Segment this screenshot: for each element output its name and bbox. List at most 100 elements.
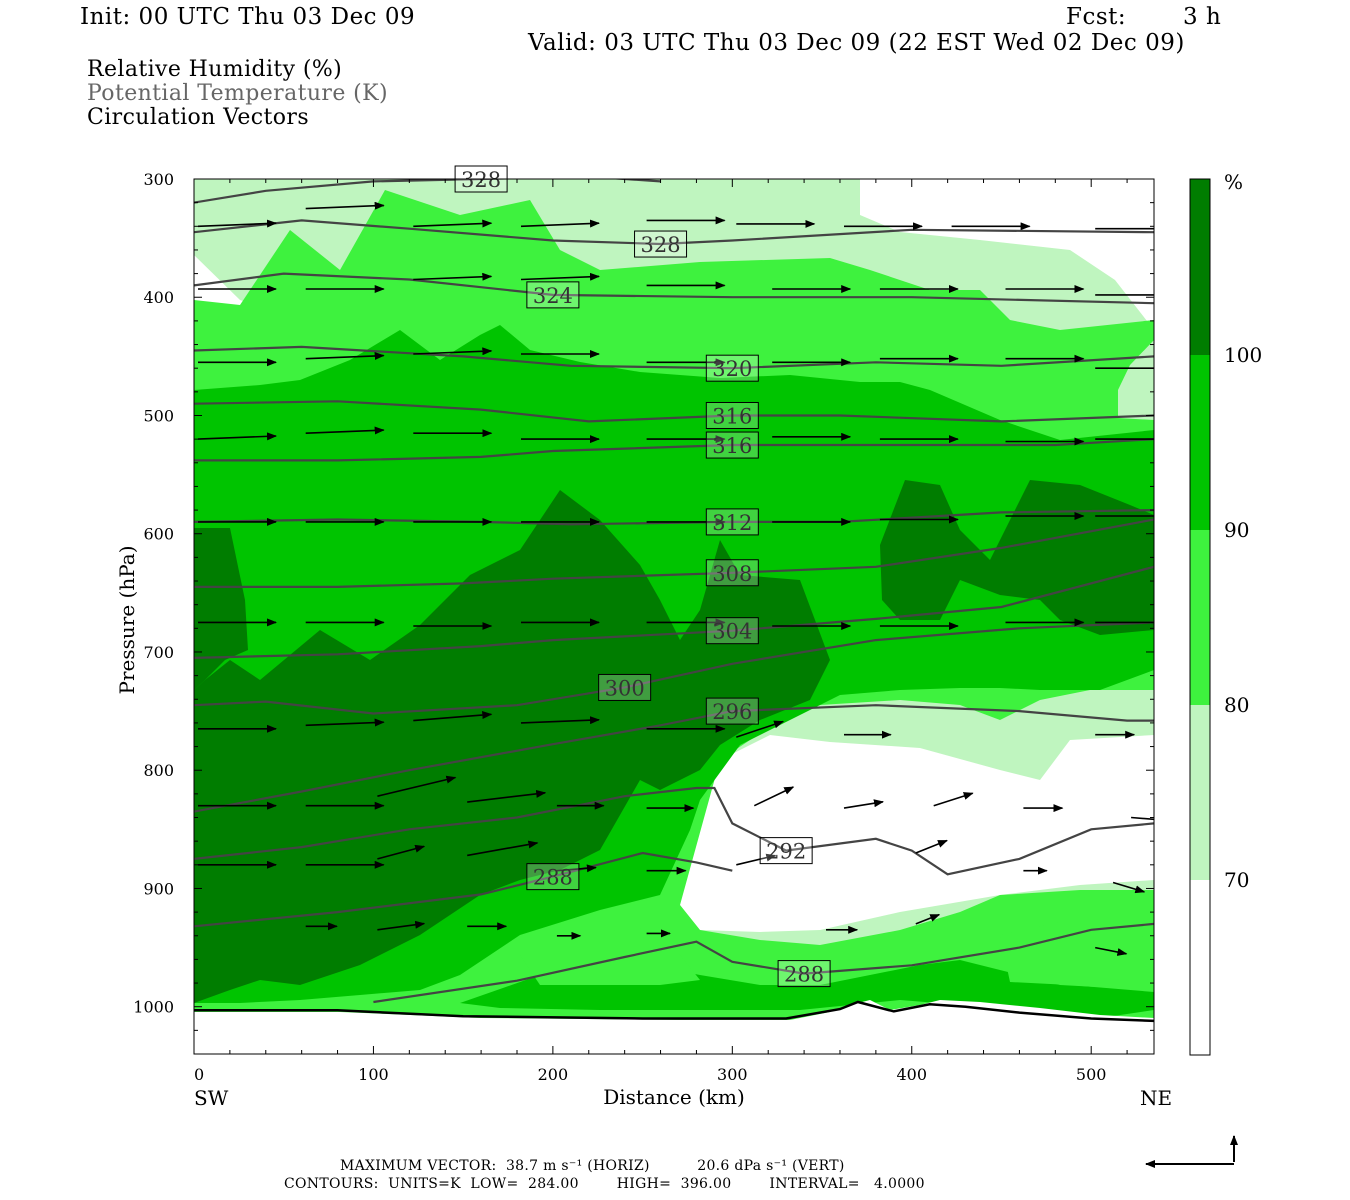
rh-clear-upper-left: [194, 255, 270, 310]
forecast-hour-label: Fcst:: [1066, 4, 1127, 30]
y-tick-label-800: 800: [143, 761, 174, 780]
colorbar-segment-100: [1190, 179, 1210, 355]
x-tick-label-0: 0: [194, 1065, 204, 1084]
ground-line: [194, 1000, 1154, 1023]
ground-below: [194, 1000, 1154, 1054]
y-tick-label-500: 500: [143, 406, 174, 425]
vector-3: [520, 219, 600, 228]
theta-contour-316-5: [194, 438, 1154, 462]
colorbar-segment-70-80: [1190, 705, 1210, 880]
colorbar-unit: %: [1224, 170, 1243, 194]
svg-text:324: 324: [533, 284, 573, 308]
vector-69: [843, 799, 884, 809]
svg-text:296: 296: [712, 700, 752, 724]
theta-label-296-10: 296: [705, 697, 759, 725]
y-tick-label-900: 900: [143, 879, 174, 898]
theta-contour-316-4: [194, 400, 1154, 423]
circulation-vectors: [197, 201, 1154, 956]
max-vector-summary: MAXIMUM VECTOR: 38.7 m s⁻¹ (HORIZ) 20.6 …: [340, 1158, 845, 1174]
svg-text:288: 288: [533, 866, 573, 890]
x-tick-label-100: 100: [358, 1065, 389, 1084]
colorbar-label-100: 100: [1224, 343, 1262, 367]
rh-clear-upper-right: [860, 179, 1154, 330]
plot-frame: [193, 178, 1155, 1055]
y-tick-label-700: 700: [143, 643, 174, 662]
vector-68: [753, 786, 795, 807]
forecast-hour-value: 3 h: [1183, 4, 1222, 30]
theta-label-308-7: 308: [705, 559, 759, 587]
theta-label-316-4: 316: [705, 401, 759, 429]
rh-shading: [194, 179, 1154, 1054]
vector-2: [413, 219, 493, 228]
theta-contour-328-0: [194, 179, 661, 204]
theta-label-328-1: 328: [634, 230, 688, 258]
field-rh-label: Relative Humidity (%): [87, 57, 343, 82]
vector-76: [467, 840, 539, 857]
vector-0: [197, 219, 277, 228]
theta-label-320-3: 320: [705, 354, 759, 382]
theta-label-300-9: 300: [598, 673, 652, 701]
colorbar-label-90: 90: [1224, 518, 1249, 542]
vector-65: [467, 789, 547, 803]
vector-90: [1095, 946, 1128, 956]
x-axis-right-end-label: NE: [1140, 1086, 1172, 1110]
theta-contour-300-9: [194, 621, 1154, 715]
rh-clear-lower-right: [680, 735, 1154, 932]
svg-text:328: 328: [640, 233, 680, 257]
theta-contours: [194, 179, 1154, 1004]
rh-band-100-left: [194, 528, 248, 690]
theta-label-292-11: 292: [759, 837, 813, 865]
theta-contour-292-11: [194, 786, 1154, 876]
theta-label-324-2: 324: [526, 281, 580, 309]
svg-text:304: 304: [712, 620, 752, 644]
vector-28: [305, 426, 385, 435]
svg-text:300: 300: [605, 676, 645, 700]
svg-text:320: 320: [712, 357, 752, 381]
theta-contour-288-13: [373, 922, 1154, 1004]
theta-contour-304-8: [194, 565, 1154, 659]
theta-label-316-5: 316: [705, 431, 759, 459]
vector-55: [305, 718, 385, 727]
vector-75: [377, 844, 426, 860]
colorbar-frame: [1189, 178, 1211, 1056]
vector-59: [736, 720, 785, 738]
vector-11: [413, 272, 493, 281]
vector-79: [736, 853, 777, 866]
rh-colorbar: % 100 90 80 70: [1189, 170, 1262, 1056]
theta-contour-328-1: [194, 219, 1154, 246]
theta-label-288-12: 288: [526, 863, 580, 891]
theta-label-288-13: 288: [777, 960, 831, 988]
vector-82: [1112, 881, 1146, 894]
x-axis-label: Distance (km): [603, 1085, 745, 1109]
svg-text:292: 292: [766, 840, 806, 864]
y-tick-label-1000: 1000: [133, 998, 174, 1017]
colorbar-label-70: 70: [1224, 868, 1249, 892]
ground-surface: [194, 1000, 1154, 1023]
field-vectors-label: Circulation Vectors: [87, 105, 310, 130]
y-tick-label-400: 400: [143, 288, 174, 307]
vector-77: [556, 864, 597, 873]
y-axis: 300 400 500 600 700 800 900 1000: [133, 170, 1154, 1031]
theta-contour-312-6: [194, 509, 1154, 526]
vector-27: [197, 432, 277, 441]
vector-70: [933, 792, 974, 807]
vector-12: [520, 272, 600, 281]
theta-contour-308-7: [194, 518, 1154, 588]
vector-64: [377, 775, 457, 797]
x-tick-label-500: 500: [1076, 1065, 1107, 1084]
vector-1: [305, 201, 385, 210]
colorbar-segment-90-100: [1190, 355, 1210, 530]
y-tick-label-600: 600: [143, 525, 174, 544]
x-tick-label-400: 400: [896, 1065, 927, 1084]
theta-contour-324-2: [194, 272, 1154, 305]
theta-contour-296-10: [194, 704, 1154, 813]
y-tick-label-300: 300: [143, 170, 174, 189]
theta-contour-320-3: [194, 345, 1154, 370]
contour-summary: CONTOURS: UNITS=K LOW= 284.00 HIGH= 396.…: [284, 1176, 925, 1192]
theta-label-312-6: 312: [705, 508, 759, 536]
reference-vector-icon: [1145, 1135, 1238, 1168]
x-tick-label-200: 200: [538, 1065, 569, 1084]
y-axis-label: Pressure (hPa): [115, 546, 139, 695]
rh-band-100-main: [194, 490, 830, 1003]
